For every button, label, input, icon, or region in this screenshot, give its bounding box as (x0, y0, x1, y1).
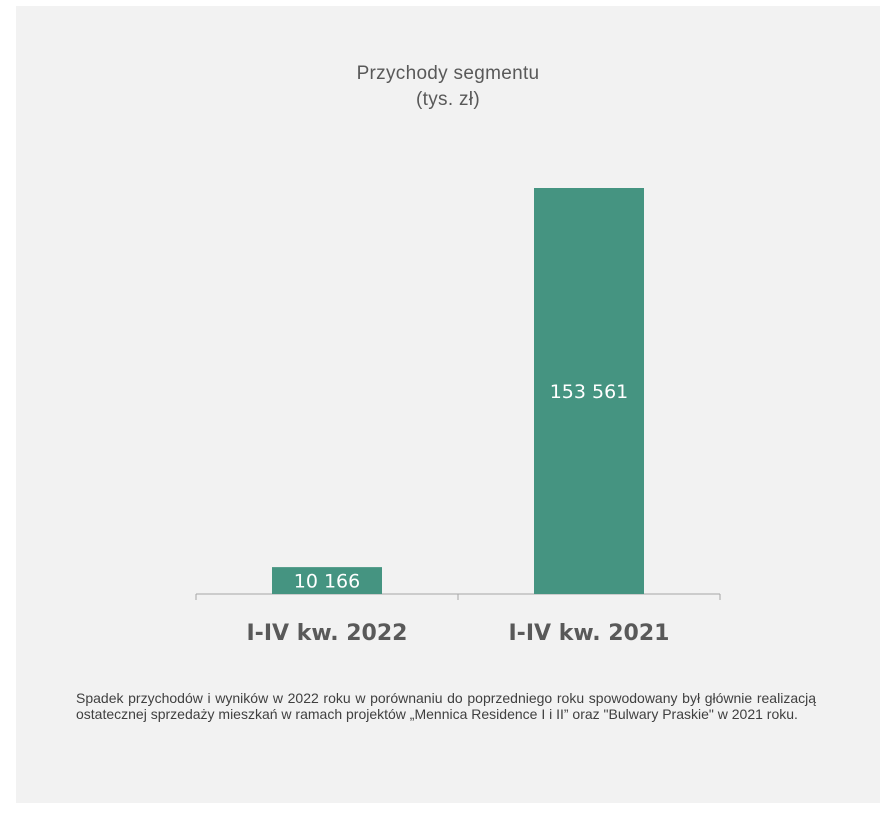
bar (534, 188, 644, 594)
x-tick-label: I-IV kw. 2021 (509, 621, 670, 646)
chart-caption: Spadek przychodów i wyników w 2022 roku … (76, 690, 816, 722)
x-tick-label: I-IV kw. 2022 (247, 621, 408, 646)
chart-subtitle: (tys. zł) (416, 89, 480, 110)
data-label: 153 561 (550, 381, 629, 403)
chart-title: Przychody segmentu (356, 63, 540, 84)
data-label: 10 166 (294, 571, 360, 593)
chart-panel (16, 6, 880, 803)
bar (272, 567, 382, 594)
